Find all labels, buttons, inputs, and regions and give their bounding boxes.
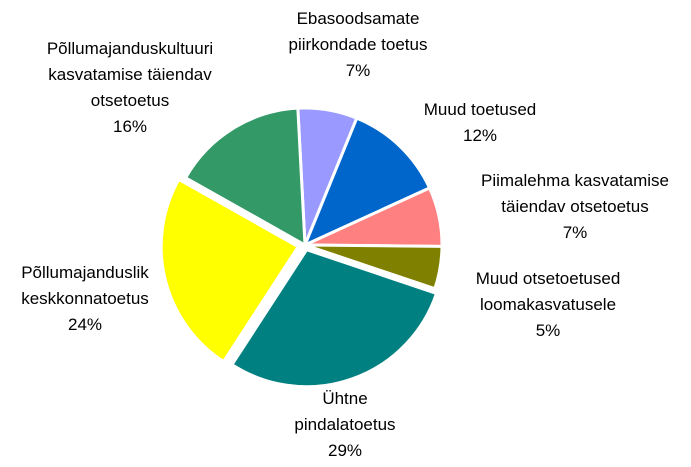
category-label: Ebasoodsamate piirkondade toetus <box>288 9 428 54</box>
category-label: Ühtne pindalatoetus <box>294 389 396 434</box>
slice-label: Põllumajanduslik keskkonnatoetus 24% <box>5 260 165 338</box>
category-label: Piimalehma kasvatamise täiendav otsetoet… <box>480 171 669 216</box>
value-label: 12% <box>462 126 498 145</box>
slice-label: Ebasoodsamate piirkondade toetus 7% <box>263 6 453 84</box>
category-label: Muud toetused <box>423 100 537 119</box>
slice-label: Põllumajanduskultuuri kasvatamise täiend… <box>30 36 230 140</box>
category-label: Muud otsetoetused loomakasvatusele <box>475 269 621 314</box>
pie-slice <box>302 116 432 248</box>
value-label: 7% <box>562 223 588 242</box>
value-label: 7% <box>345 61 371 80</box>
pie-slice <box>183 106 307 248</box>
category-label: Põllumajanduslik keskkonnatoetus <box>21 263 149 308</box>
pie-slice <box>159 177 301 364</box>
slice-label: Ühtne pindalatoetus 29% <box>285 386 405 464</box>
pie-slice <box>229 247 439 389</box>
category-label: Põllumajanduskultuuri kasvatamise täiend… <box>46 39 214 110</box>
slice-label: Muud toetused 12% <box>400 97 560 149</box>
value-label: 16% <box>112 117 148 136</box>
slice-label: Piimalehma kasvatamise täiendav otsetoet… <box>455 168 691 246</box>
pie-slice <box>304 243 444 291</box>
slice-label: Muud otsetoetused loomakasvatusele 5% <box>448 266 648 344</box>
value-label: 5% <box>535 321 561 340</box>
value-label: 24% <box>67 315 103 334</box>
value-label: 29% <box>327 441 363 460</box>
